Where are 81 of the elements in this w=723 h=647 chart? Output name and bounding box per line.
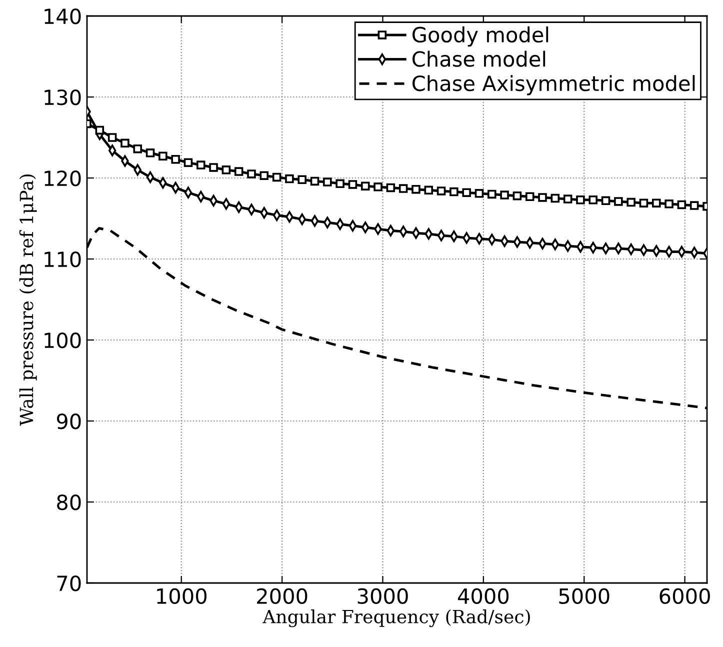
point bbox=[360, 182, 370, 190]
point bbox=[513, 236, 522, 248]
point bbox=[424, 186, 434, 195]
point bbox=[563, 194, 572, 204]
point bbox=[196, 160, 206, 170]
point bbox=[184, 186, 192, 198]
point bbox=[158, 152, 168, 161]
legend-label: Goody model bbox=[412, 26, 548, 47]
x-tick-label: 5000 bbox=[559, 588, 610, 604]
y-tick-label: 120 bbox=[44, 170, 81, 186]
point bbox=[525, 192, 534, 202]
y-tick-label: 70 bbox=[57, 575, 81, 592]
point bbox=[272, 172, 282, 182]
legend-label: Chase Axisymmetric model bbox=[412, 75, 695, 96]
y-tick-label: 130 bbox=[44, 89, 81, 106]
x-tick-label: 3000 bbox=[358, 588, 408, 604]
x-tick-label: 4000 bbox=[458, 588, 509, 604]
point bbox=[234, 167, 244, 176]
point bbox=[512, 191, 522, 200]
y-tick-label: 140 bbox=[44, 8, 81, 24]
point bbox=[690, 246, 698, 258]
y-tick-label: 100 bbox=[44, 332, 81, 348]
x-tick-label: 2000 bbox=[257, 588, 308, 604]
point bbox=[626, 198, 636, 207]
y-axis-title: Wall pressure (dB ref 1μPa) bbox=[19, 174, 37, 426]
point bbox=[323, 178, 332, 186]
point bbox=[538, 193, 547, 202]
point bbox=[298, 175, 306, 184]
point bbox=[222, 198, 230, 210]
point bbox=[551, 238, 560, 250]
point bbox=[386, 224, 395, 236]
point bbox=[500, 190, 509, 200]
point bbox=[108, 144, 116, 156]
point bbox=[310, 215, 319, 227]
point bbox=[285, 174, 294, 184]
point bbox=[576, 195, 585, 204]
y-tick-label: 80 bbox=[57, 494, 81, 510]
point bbox=[234, 201, 243, 213]
y-tick-label: 110 bbox=[44, 251, 81, 268]
point bbox=[474, 189, 484, 198]
x-tick-label: 1000 bbox=[157, 588, 206, 604]
point bbox=[614, 197, 623, 206]
point bbox=[462, 188, 471, 197]
point bbox=[601, 196, 610, 206]
point bbox=[398, 184, 408, 193]
point bbox=[120, 138, 130, 148]
point bbox=[171, 154, 180, 164]
point bbox=[602, 242, 610, 254]
point bbox=[690, 201, 699, 210]
point bbox=[664, 200, 674, 208]
point bbox=[412, 184, 420, 194]
point bbox=[564, 240, 572, 252]
point bbox=[247, 170, 256, 178]
point bbox=[146, 148, 155, 158]
point bbox=[588, 195, 598, 204]
legend-label: Chase model bbox=[412, 50, 546, 67]
point bbox=[209, 163, 218, 172]
point bbox=[374, 182, 382, 192]
point bbox=[222, 166, 231, 174]
x-axis-title: Angular Frequency (Rad/sec) bbox=[262, 609, 530, 628]
point bbox=[260, 171, 269, 180]
point bbox=[108, 133, 117, 142]
point bbox=[652, 198, 661, 208]
point bbox=[95, 126, 104, 135]
point bbox=[399, 226, 408, 238]
point bbox=[436, 186, 446, 196]
point bbox=[550, 194, 560, 203]
x-tick-label: 6000 bbox=[660, 588, 710, 604]
point bbox=[450, 187, 458, 196]
point bbox=[640, 244, 648, 256]
point bbox=[386, 183, 396, 192]
point bbox=[639, 198, 648, 208]
point bbox=[310, 176, 320, 186]
point bbox=[336, 179, 344, 188]
point bbox=[348, 180, 358, 189]
y-tick-label: 90 bbox=[56, 413, 81, 430]
point bbox=[488, 190, 496, 199]
point bbox=[437, 230, 446, 242]
point bbox=[133, 144, 142, 154]
point bbox=[184, 158, 193, 167]
point bbox=[677, 200, 686, 210]
